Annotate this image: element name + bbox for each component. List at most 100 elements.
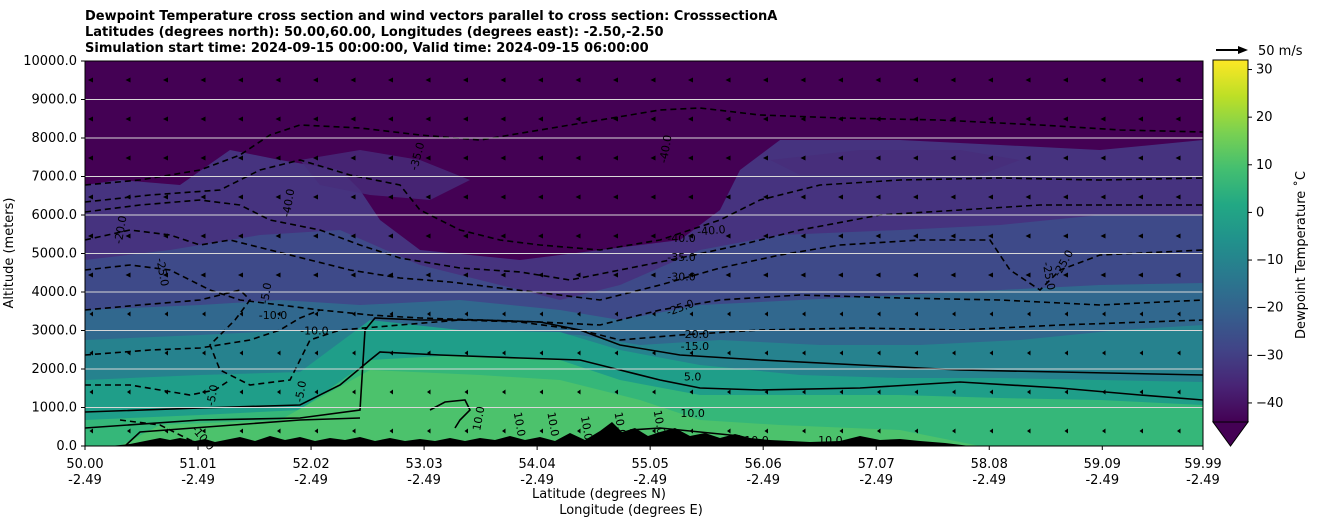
wind-vector [650,233,656,239]
contour-label: -40.0 [697,223,726,238]
wind-vector [802,350,806,356]
wind-vector [350,233,356,239]
wind-vector [89,428,93,434]
contour-label: -10.0 [300,324,328,337]
y-tick-label: 6000.0 [32,208,78,223]
wind-vector [650,272,656,278]
wind-vector [1100,194,1106,200]
x-tick-label-lon: -2.49 [520,473,554,488]
wind-vector [575,155,581,161]
wind-vector [314,350,318,356]
wind-vector [875,272,881,278]
contour-label: 10.0 [578,415,595,441]
colorbar-tick-label: −20 [1256,301,1283,316]
wind-vector [464,350,468,356]
wind-vector [202,311,206,317]
wind-vector [914,389,918,395]
y-tick-label: 7000.0 [32,170,78,185]
wind-vector [125,194,131,200]
wind-vector [1102,389,1106,395]
x-tick-label-lat: 57.07 [858,457,895,472]
x-tick-label-lon: -2.49 [746,473,780,488]
wind-vector [613,155,618,161]
wind-vector [1100,77,1106,83]
wind-vector [1177,350,1181,356]
wind-vector [350,272,356,278]
wind-vector [914,350,918,356]
y-axis: 0.0 1000.0 2000.0 3000.0 4000.0 5000.0 6000.0 7… [23,54,85,454]
wind-vector [238,77,243,83]
wind-vector [952,428,956,434]
wind-vector [238,155,243,161]
wind-vector [689,311,693,317]
wind-vector [764,389,768,395]
wind-vector [875,77,881,83]
wind-vector [350,77,356,83]
wind-vector [463,233,468,239]
wind-vector [802,389,806,395]
wind-vector [838,233,843,239]
wind-vector [425,272,431,278]
wind-vector [689,389,693,395]
wind-vector [277,389,281,395]
wind-vector [352,389,356,395]
wind-vector [275,272,281,278]
wind-vector [125,233,131,239]
wind-vector [502,350,506,356]
wind-vector [914,311,918,317]
wind-vector [689,350,693,356]
wind-vector [1025,116,1031,122]
wind-vector [1175,272,1181,278]
wind-vector [1063,77,1068,83]
wind-vector [800,233,806,239]
wind-vector [877,428,881,434]
wind-vector [988,194,993,200]
wind-vector [575,116,581,122]
contour-label: 5.0 [684,371,702,384]
wind-vector [725,194,731,200]
colorbar: 30 20 10 0 −10 −20 −30 −40 Dewpoint Temperature… [1212,59,1309,447]
wind-vector [989,350,993,356]
contour-label: -25.0 [153,257,171,287]
contour-label: -35.0 [667,251,695,264]
wind-vector [88,194,93,200]
wind-vector [1064,311,1068,317]
wind-vector [650,116,656,122]
wind-vector [88,155,93,161]
wind-vector [913,233,918,239]
wind-vector [764,350,768,356]
wind-vector [800,194,806,200]
terrain [85,422,970,446]
contour-label: 10.0 [470,405,487,431]
quiver-key-arrowhead [1238,46,1248,54]
contour-label: 10.0 [680,407,705,420]
wind-vector [89,311,93,317]
wind-vector [314,311,318,317]
wind-vector [275,155,281,161]
wind-vector [538,194,543,200]
wind-vector [500,233,506,239]
wind-vector [575,194,581,200]
wind-vector [239,428,243,434]
wind-vector [1064,350,1068,356]
wind-vector [1025,272,1031,278]
x-tick-label-lon: -2.49 [1085,473,1119,488]
x-tick-label-lat: 59.09 [1084,457,1121,472]
wind-vector [1063,194,1068,200]
wind-vector [464,428,468,434]
colorbar-tick-label: −40 [1256,396,1283,411]
wind-vector [614,389,618,395]
wind-vector [839,389,843,395]
wind-vector [89,389,93,395]
wind-vector [127,389,131,395]
wind-vector [200,77,206,83]
wind-vector [202,428,206,434]
wind-vector [389,311,393,317]
wind-vector [952,311,956,317]
wind-vector [275,116,281,122]
wind-vector [352,311,356,317]
wind-vector [238,233,243,239]
wind-vector [838,77,843,83]
wind-vector [1027,350,1031,356]
colorbar-tick-label: −10 [1256,253,1283,268]
